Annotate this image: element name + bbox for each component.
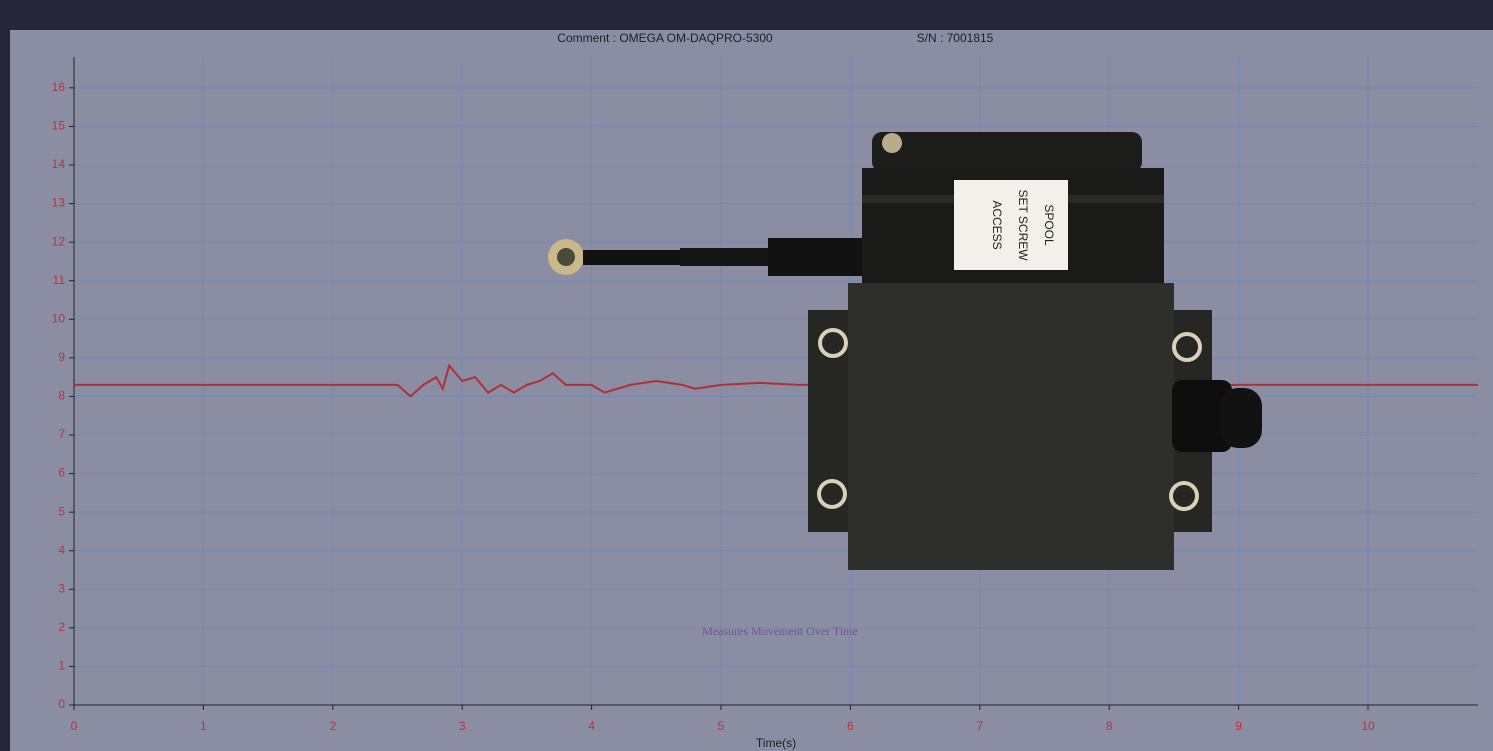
y-tick-label: 2 <box>58 620 65 634</box>
y-tick-label: 13 <box>52 196 66 210</box>
y-tick-label: 10 <box>52 311 66 325</box>
x-tick-label: 7 <box>976 719 983 733</box>
x-tick-label: 10 <box>1361 719 1375 733</box>
y-tick-label: 5 <box>58 504 65 518</box>
x-tick-label: 0 <box>71 719 78 733</box>
y-tick-label: 6 <box>58 466 65 480</box>
chart-subtitle: S/N : 7001815 <box>917 31 994 45</box>
device-label: ACCESS <box>990 200 1004 249</box>
x-tick-label: 1 <box>200 719 207 733</box>
y-tick-label: 11 <box>53 273 66 287</box>
y-tick-label: 14 <box>52 157 66 171</box>
chart-title: Comment : OMEGA OM-DAQPRO-5300 <box>557 31 773 45</box>
device: SPOOL SET SCREW ACCESS <box>548 132 1262 570</box>
x-tick-label: 9 <box>1235 719 1242 733</box>
y-tick-label: 12 <box>52 234 66 248</box>
y-tick-label: 3 <box>58 581 65 595</box>
annotation: Measures Movement Over Time <box>702 624 858 638</box>
device-label: SPOOL <box>1042 204 1056 246</box>
y-tick-label: 7 <box>58 427 65 441</box>
x-axis-label: Time(s) <box>756 736 796 750</box>
device-label: SET SCREW <box>1016 189 1030 261</box>
y-tick-label: 15 <box>52 119 66 133</box>
x-tick-label: 8 <box>1106 719 1113 733</box>
y-tick-label: 4 <box>58 543 65 557</box>
y-tick-label: 16 <box>52 80 66 94</box>
panel <box>10 30 1493 751</box>
data-line <box>74 363 1478 398</box>
x-tick-label: 6 <box>847 719 854 733</box>
y-tick-label: 0 <box>58 697 65 711</box>
x-tick-label: 5 <box>718 719 725 733</box>
y-tick-label: 9 <box>58 350 65 364</box>
y-tick-label: 8 <box>58 389 65 403</box>
x-tick-label: 4 <box>588 719 595 733</box>
x-tick-label: 3 <box>459 719 466 733</box>
y-tick-label: 1 <box>58 659 65 673</box>
x-tick-label: 2 <box>329 719 336 733</box>
